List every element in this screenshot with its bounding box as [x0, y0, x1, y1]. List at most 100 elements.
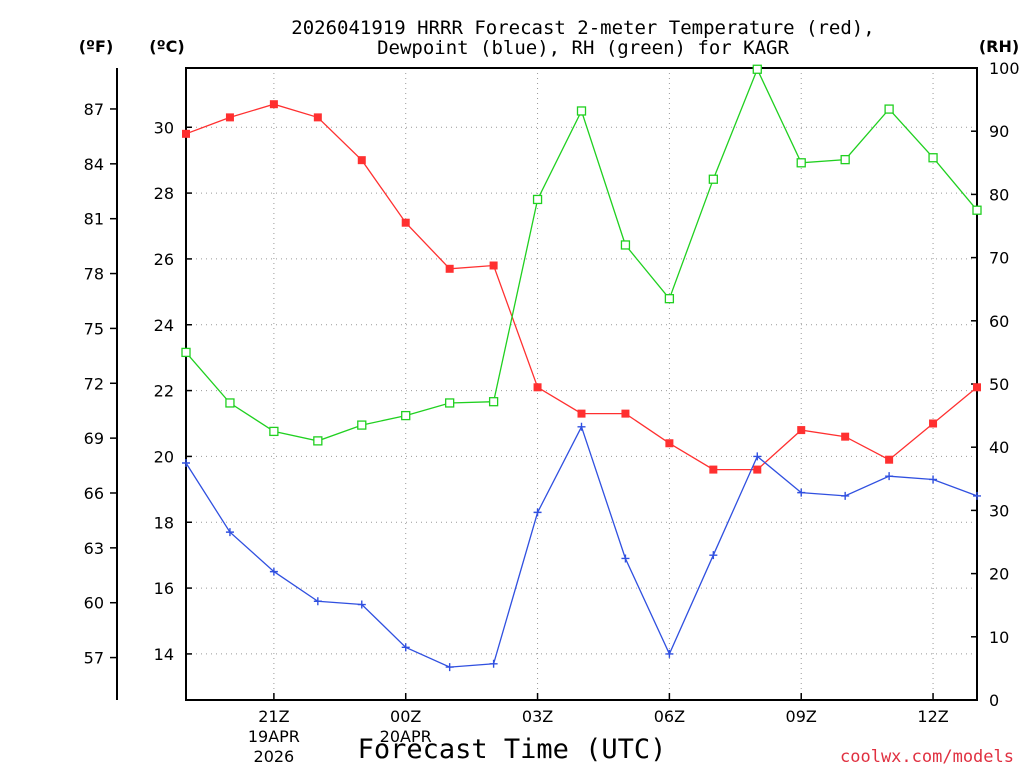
- point-dewpoint: [885, 472, 894, 481]
- point-temperature: [885, 455, 894, 464]
- fahrenheit-tick-label: 57: [84, 649, 104, 668]
- rh-tick-label: 30: [989, 501, 1009, 520]
- chart-title-line1: 2026041919 HRRR Forecast 2-meter Tempera…: [291, 17, 874, 39]
- celsius-tick-label: 20: [154, 447, 174, 466]
- point-temperature: [841, 432, 850, 441]
- fahrenheit-tick-label: 60: [84, 594, 104, 613]
- series-dewpoint: [182, 422, 981, 672]
- point-rh: [269, 426, 279, 437]
- x-tick-label: 09Z: [786, 707, 817, 726]
- point-temperature: [445, 264, 454, 273]
- point-rh: [225, 398, 235, 408]
- series-rh: [181, 64, 982, 446]
- rh-tick-label: 70: [989, 249, 1009, 268]
- point-dewpoint: [665, 649, 674, 658]
- rh-tick-label: 50: [989, 375, 1009, 394]
- x-tick-label: 12Z: [917, 707, 948, 726]
- rh-tick-label: 0: [989, 691, 999, 710]
- point-dewpoint: [577, 422, 586, 431]
- fahrenheit-tick-label: 75: [84, 319, 104, 338]
- point-dewpoint: [401, 643, 410, 652]
- fahrenheit-tick-label: 81: [84, 210, 104, 229]
- x-tick-label: 21Z: [258, 707, 289, 726]
- point-dewpoint: [182, 459, 190, 467]
- point-temperature: [401, 218, 410, 227]
- point-dewpoint: [753, 452, 762, 461]
- point-rh: [752, 64, 762, 74]
- x-axis-label: Forecast Time (UTC): [358, 734, 667, 765]
- point-rh: [884, 104, 894, 114]
- x-tick-sublabel: 19APR: [248, 727, 300, 746]
- point-temperature: [797, 426, 806, 435]
- rh-tick-label: 80: [989, 185, 1009, 204]
- point-rh: [488, 397, 499, 407]
- point-temperature: [269, 100, 278, 109]
- point-rh: [664, 294, 675, 304]
- rh-tick-label: 40: [989, 438, 1009, 457]
- x-tick-sublabel: 2026: [254, 747, 295, 766]
- fahrenheit-tick-label: 63: [84, 539, 104, 558]
- celsius-tick-label: 28: [154, 184, 174, 203]
- point-rh: [401, 410, 411, 421]
- credit-text: coolwx.com/models: [840, 747, 1014, 767]
- point-temperature: [357, 156, 366, 165]
- point-rh: [708, 174, 718, 184]
- rh-tick-label: 10: [989, 628, 1009, 647]
- point-temperature: [665, 439, 674, 448]
- fahrenheit-tick-label: 66: [84, 484, 104, 503]
- fahrenheit-tick-label: 84: [84, 155, 104, 174]
- celsius-tick-label: 26: [154, 250, 174, 269]
- point-rh: [928, 153, 938, 163]
- series-line-rh: [185, 67, 978, 442]
- celsius-tick-label: 30: [154, 118, 174, 137]
- point-dewpoint: [533, 508, 542, 517]
- point-dewpoint: [225, 528, 234, 537]
- point-rh: [576, 106, 587, 116]
- rh-tick-label: 60: [989, 312, 1009, 331]
- point-temperature: [489, 261, 498, 270]
- series-line-dewpoint: [185, 425, 978, 668]
- point-rh: [181, 347, 191, 358]
- point-dewpoint: [313, 597, 322, 606]
- celsius-tick-label: 22: [154, 382, 174, 401]
- point-temperature: [973, 383, 981, 392]
- point-rh: [313, 436, 323, 446]
- point-temperature: [225, 113, 234, 122]
- point-temperature: [929, 419, 938, 428]
- point-temperature: [753, 465, 762, 474]
- rh-tick-label: 100: [989, 59, 1020, 78]
- point-temperature: [709, 465, 718, 474]
- point-dewpoint: [709, 551, 718, 560]
- point-dewpoint: [797, 488, 806, 497]
- celsius-tick-label: 24: [154, 316, 174, 335]
- rh-tick-label: 20: [989, 565, 1009, 584]
- point-dewpoint: [973, 491, 981, 500]
- celsius-tick-label: 14: [154, 645, 174, 664]
- series-layer: [181, 64, 982, 672]
- point-dewpoint: [357, 600, 366, 609]
- fahrenheit-tick-label: 72: [84, 374, 104, 393]
- point-rh: [357, 420, 367, 430]
- point-temperature: [182, 129, 190, 138]
- point-rh: [972, 205, 982, 215]
- point-temperature: [313, 113, 322, 122]
- point-dewpoint: [269, 567, 278, 576]
- x-tick-sublabel: 20APR: [380, 727, 432, 746]
- point-dewpoint: [841, 491, 850, 500]
- x-tick-label: 03Z: [522, 707, 553, 726]
- point-dewpoint: [929, 475, 938, 484]
- point-temperature: [621, 409, 630, 418]
- fahrenheit-tick-label: 78: [84, 265, 104, 284]
- celsius-unit-label: (ºC): [149, 37, 184, 56]
- point-dewpoint: [621, 554, 630, 563]
- axes: [110, 67, 978, 701]
- celsius-tick-label: 16: [154, 579, 174, 598]
- tick-labels: 57 60 63 66 69 72 75 78 81 84 87 14 16 18 20 22 24 26 28 30…: [84, 59, 1020, 766]
- plot-frame: [185, 67, 978, 701]
- point-dewpoint: [445, 663, 454, 672]
- rh-tick-label: 90: [989, 122, 1009, 141]
- fahrenheit-unit-label: (ºF): [79, 37, 114, 56]
- point-dewpoint: [489, 659, 498, 668]
- point-rh: [445, 398, 455, 408]
- point-rh: [796, 158, 806, 168]
